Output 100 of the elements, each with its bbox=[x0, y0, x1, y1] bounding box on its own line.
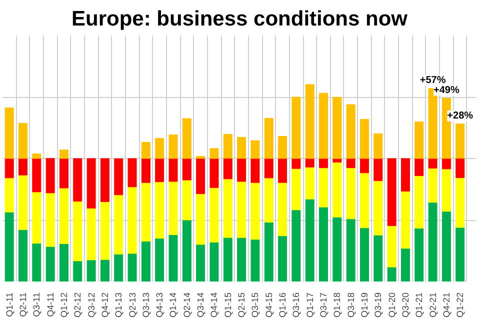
bar bbox=[428, 158, 438, 168]
bar bbox=[168, 158, 178, 182]
bar bbox=[32, 192, 42, 244]
bar bbox=[360, 228, 369, 282]
x-tick-label: Q4-12 bbox=[100, 292, 110, 318]
bar bbox=[86, 158, 96, 208]
bar bbox=[18, 122, 28, 159]
bar bbox=[400, 248, 410, 282]
bar bbox=[100, 201, 110, 260]
bar bbox=[4, 212, 14, 282]
bar bbox=[264, 222, 274, 282]
bar bbox=[442, 211, 451, 282]
bar bbox=[155, 158, 164, 182]
bar bbox=[250, 140, 260, 159]
x-tick-label: Q1-17 bbox=[304, 292, 315, 318]
bar bbox=[332, 216, 342, 282]
bar bbox=[210, 148, 219, 159]
bar bbox=[168, 234, 178, 282]
bar bbox=[319, 158, 328, 168]
x-tick-label: Q3-15 bbox=[250, 292, 260, 318]
bar bbox=[114, 194, 124, 254]
x-tick-label: Q3-20 bbox=[400, 292, 410, 318]
bar bbox=[32, 154, 42, 159]
bar bbox=[141, 158, 150, 183]
bar bbox=[182, 180, 192, 220]
bar bbox=[442, 168, 451, 212]
bar bbox=[278, 136, 288, 159]
x-tick-label: Q3-13 bbox=[140, 292, 151, 318]
bar bbox=[250, 182, 260, 240]
x-tick-label: Q4-13 bbox=[154, 292, 165, 318]
bar bbox=[18, 174, 28, 230]
bar bbox=[346, 168, 356, 220]
bar bbox=[114, 158, 124, 196]
bar bbox=[414, 228, 424, 282]
bar bbox=[414, 122, 424, 159]
x-tick-label: Q1-21 bbox=[414, 292, 424, 318]
bar bbox=[223, 134, 232, 159]
bar bbox=[428, 202, 438, 282]
bar bbox=[4, 178, 14, 212]
bar bbox=[332, 162, 342, 218]
bar bbox=[305, 166, 314, 200]
bar bbox=[374, 180, 383, 236]
bar bbox=[155, 238, 164, 282]
bar bbox=[292, 158, 301, 169]
bar bbox=[32, 243, 42, 282]
bar bbox=[250, 239, 260, 282]
bar bbox=[196, 158, 206, 194]
x-tick-label: Q2-13 bbox=[127, 292, 138, 318]
x-tick-label: Q1-16 bbox=[278, 292, 288, 318]
data-label: +57% bbox=[420, 74, 446, 86]
bar bbox=[100, 158, 110, 202]
bar bbox=[346, 158, 356, 168]
bar bbox=[155, 138, 164, 159]
bar bbox=[182, 220, 192, 282]
x-tick-label: Q1-20 bbox=[386, 292, 397, 318]
bar bbox=[237, 158, 246, 182]
bar bbox=[319, 92, 328, 159]
x-tick-label: Q4-21 bbox=[441, 292, 452, 318]
bar bbox=[223, 158, 232, 180]
bar bbox=[456, 158, 465, 178]
bar bbox=[100, 259, 110, 282]
x-tick-label: Q1-11 bbox=[4, 292, 14, 317]
bar bbox=[237, 237, 246, 282]
x-tick-label: Q1-22 bbox=[455, 292, 466, 318]
bar bbox=[456, 227, 465, 282]
bar bbox=[292, 96, 301, 159]
bar bbox=[360, 172, 369, 228]
bar bbox=[18, 158, 28, 176]
x-tick-label: Q1-15 bbox=[222, 292, 233, 318]
bar bbox=[442, 158, 451, 170]
x-tick-label: Q1-12 bbox=[58, 292, 69, 318]
bar bbox=[332, 96, 342, 159]
x-tick-label: Q1-14 bbox=[168, 292, 178, 318]
x-tick-label: Q1-18 bbox=[332, 292, 342, 318]
bar bbox=[4, 158, 14, 178]
bar bbox=[264, 118, 274, 159]
x-tick-label: Q4-15 bbox=[264, 292, 274, 318]
bar bbox=[128, 158, 137, 188]
bar bbox=[305, 84, 314, 159]
bar bbox=[210, 187, 219, 243]
bar bbox=[46, 246, 55, 282]
x-tick-label: Q3-14 bbox=[196, 292, 206, 318]
bar bbox=[305, 158, 314, 168]
bar bbox=[400, 190, 410, 249]
x-tick-label: Q2-11 bbox=[18, 292, 28, 317]
bar bbox=[278, 182, 288, 236]
bar bbox=[346, 218, 356, 282]
bar bbox=[278, 236, 288, 282]
bar bbox=[114, 254, 124, 282]
bar bbox=[414, 175, 424, 228]
bar bbox=[292, 210, 301, 282]
x-tick-label: Q2-15 bbox=[236, 292, 247, 318]
bar bbox=[456, 124, 465, 159]
bar bbox=[59, 243, 68, 282]
chart-title: Europe: business conditions now bbox=[71, 8, 408, 30]
bar bbox=[360, 119, 369, 159]
bar bbox=[319, 168, 328, 208]
data-label: +49% bbox=[434, 84, 460, 96]
bar bbox=[210, 242, 219, 282]
bar bbox=[46, 192, 55, 247]
